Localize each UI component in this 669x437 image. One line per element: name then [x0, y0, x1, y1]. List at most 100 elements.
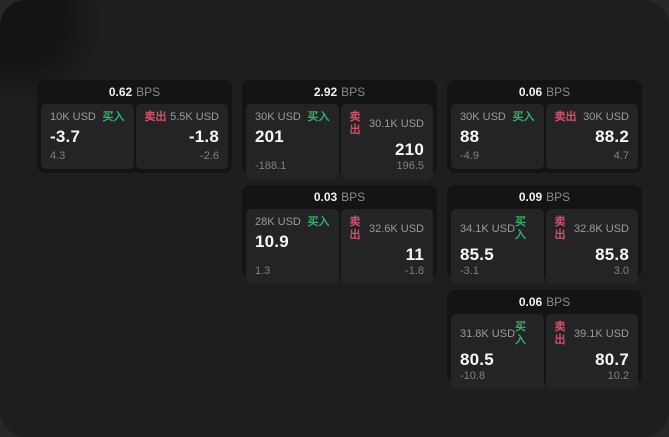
sell-delta: 3.0 [613, 265, 629, 277]
buy-label: 买入 [307, 111, 330, 123]
buy-price: 201 [255, 127, 284, 146]
card-header: 0.06 BPS [447, 290, 642, 314]
sell-meta-row: 卖出 30.1K USD [350, 111, 425, 137]
quote-card: 0.03 BPS 28K USD 买入 10.9 1.3 卖出 32.6K US… [242, 185, 437, 284]
buy-meta-row: 28K USD 买入 [255, 216, 330, 229]
quote-panels: 31.8K USD 买入 80.5 -10.8 卖出 39.1K USD 80.… [447, 314, 642, 393]
buy-delta: 4.3 [50, 150, 66, 162]
buy-amount: 30K USD [460, 111, 506, 123]
sell-label: 卖出 [554, 321, 566, 346]
sell-panel[interactable]: 卖出 32.8K USD 85.8 3.0 [545, 209, 638, 284]
sell-label: 卖出 [554, 111, 577, 123]
sell-meta-row: 卖出 30K USD [555, 111, 630, 124]
buy-panel[interactable]: 10K USD 买入 -3.7 4.3 [41, 104, 134, 169]
sell-price: 88.2 [595, 127, 629, 146]
buy-amount: 10K USD [50, 111, 96, 123]
bps-unit: BPS [136, 85, 161, 99]
bps-value: 0.06 [518, 295, 543, 309]
bps-unit: BPS [546, 85, 571, 99]
card-header: 0.03 BPS [242, 185, 437, 209]
buy-panel[interactable]: 31.8K USD 买入 80.5 -10.8 [451, 314, 544, 389]
buy-amount: 34.1K USD [460, 222, 516, 235]
buy-amount: 28K USD [255, 216, 301, 228]
buy-meta-row: 30K USD 买入 [460, 111, 535, 124]
quote-card: 2.92 BPS 30K USD 买入 201 -188.1 卖出 30.1K … [242, 80, 437, 179]
bps-value: 2.92 [313, 85, 338, 99]
quote-card: 0.09 BPS 34.1K USD 买入 85.5 -3.1 卖出 32.8K… [447, 185, 642, 284]
bps-unit: BPS [546, 295, 571, 309]
sell-amount: 30.1K USD [368, 117, 424, 130]
sell-panel[interactable]: 卖出 39.1K USD 80.7 10.2 [545, 314, 638, 389]
sell-panel[interactable]: 卖出 5.5K USD -1.8 -2.6 [135, 104, 228, 169]
bps-value: 0.03 [313, 190, 338, 204]
buy-label: 买入 [515, 321, 527, 346]
sell-delta: 10.2 [607, 370, 629, 382]
buy-delta: -3.1 [460, 265, 479, 277]
card-header: 0.06 BPS [447, 80, 642, 104]
quote-panels: 10K USD 买入 -3.7 4.3 卖出 5.5K USD -1.8 -2.… [37, 104, 232, 173]
buy-meta-row: 10K USD 买入 [50, 111, 125, 124]
sell-price: 85.8 [595, 245, 629, 264]
buy-price: 10.9 [255, 232, 289, 251]
bps-value: 0.06 [518, 85, 543, 99]
buy-price: 85.5 [460, 245, 494, 264]
bps-unit: BPS [341, 85, 366, 99]
sell-label: 卖出 [349, 216, 361, 241]
sell-meta-row: 卖出 39.1K USD [555, 321, 630, 347]
buy-label: 买入 [307, 216, 330, 228]
quote-panels: 34.1K USD 买入 85.5 -3.1 卖出 32.8K USD 85.8… [447, 209, 642, 288]
quote-panels: 30K USD 买入 201 -188.1 卖出 30.1K USD 210 1… [242, 104, 437, 183]
sell-meta-row: 卖出 5.5K USD [145, 111, 220, 124]
card-header: 2.92 BPS [242, 80, 437, 104]
quote-card: 0.06 BPS 30K USD 买入 88 -4.9 卖出 30K USD [447, 80, 642, 173]
sell-price: 80.7 [595, 350, 629, 369]
bps-unit: BPS [546, 190, 571, 204]
buy-price: -3.7 [50, 127, 81, 146]
sell-amount: 39.1K USD [573, 327, 629, 340]
sell-delta: 196.5 [396, 160, 424, 172]
buy-delta: -188.1 [255, 160, 287, 172]
quote-card: 0.06 BPS 31.8K USD 买入 80.5 -10.8 卖出 39.1… [447, 290, 642, 389]
buy-label: 买入 [515, 216, 527, 241]
sell-panel[interactable]: 卖出 32.6K USD 11 -1.8 [340, 209, 433, 284]
buy-amount: 31.8K USD [460, 327, 516, 340]
quote-panels: 28K USD 买入 10.9 1.3 卖出 32.6K USD 11 -1.8 [242, 209, 437, 288]
buy-price: 80.5 [460, 350, 494, 369]
buy-meta-row: 31.8K USD 买入 [460, 321, 535, 347]
buy-delta: 1.3 [255, 265, 271, 277]
sell-meta-row: 卖出 32.6K USD [350, 216, 425, 242]
sell-delta: -1.8 [405, 265, 424, 277]
buy-delta: -4.9 [460, 150, 479, 162]
sell-label: 卖出 [144, 111, 167, 123]
buy-meta-row: 34.1K USD 买入 [460, 216, 535, 242]
quote-panels: 30K USD 买入 88 -4.9 卖出 30K USD 88.2 4.7 [447, 104, 642, 173]
buy-label: 买入 [512, 111, 535, 123]
sell-price: 11 [405, 245, 424, 264]
card-header: 0.09 BPS [447, 185, 642, 209]
buy-amount: 30K USD [255, 111, 301, 123]
bps-unit: BPS [341, 190, 366, 204]
bps-value: 0.62 [108, 85, 133, 99]
sell-amount: 32.8K USD [573, 222, 629, 235]
buy-panel[interactable]: 34.1K USD 买入 85.5 -3.1 [451, 209, 544, 284]
sell-price: -1.8 [188, 127, 219, 146]
buy-label: 买入 [102, 111, 125, 123]
sell-label: 卖出 [349, 111, 361, 136]
sell-meta-row: 卖出 32.8K USD [555, 216, 630, 242]
bps-value: 0.09 [518, 190, 543, 204]
sell-panel[interactable]: 卖出 30.1K USD 210 196.5 [340, 104, 433, 179]
quote-card: 0.62 BPS 10K USD 买入 -3.7 4.3 卖出 5.5K USD [37, 80, 232, 173]
sell-panel[interactable]: 卖出 30K USD 88.2 4.7 [545, 104, 638, 169]
sell-delta: 4.7 [613, 150, 629, 162]
buy-delta: -10.8 [460, 370, 486, 382]
sell-label: 卖出 [554, 216, 566, 241]
buy-panel[interactable]: 30K USD 买入 88 -4.9 [451, 104, 544, 169]
buy-panel[interactable]: 28K USD 买入 10.9 1.3 [246, 209, 339, 284]
sell-amount: 30K USD [583, 111, 629, 123]
buy-panel[interactable]: 30K USD 买入 201 -188.1 [246, 104, 339, 179]
sell-delta: -2.6 [200, 150, 219, 162]
sell-amount: 5.5K USD [170, 111, 219, 123]
card-header: 0.62 BPS [37, 80, 232, 104]
sell-price: 210 [395, 140, 424, 159]
